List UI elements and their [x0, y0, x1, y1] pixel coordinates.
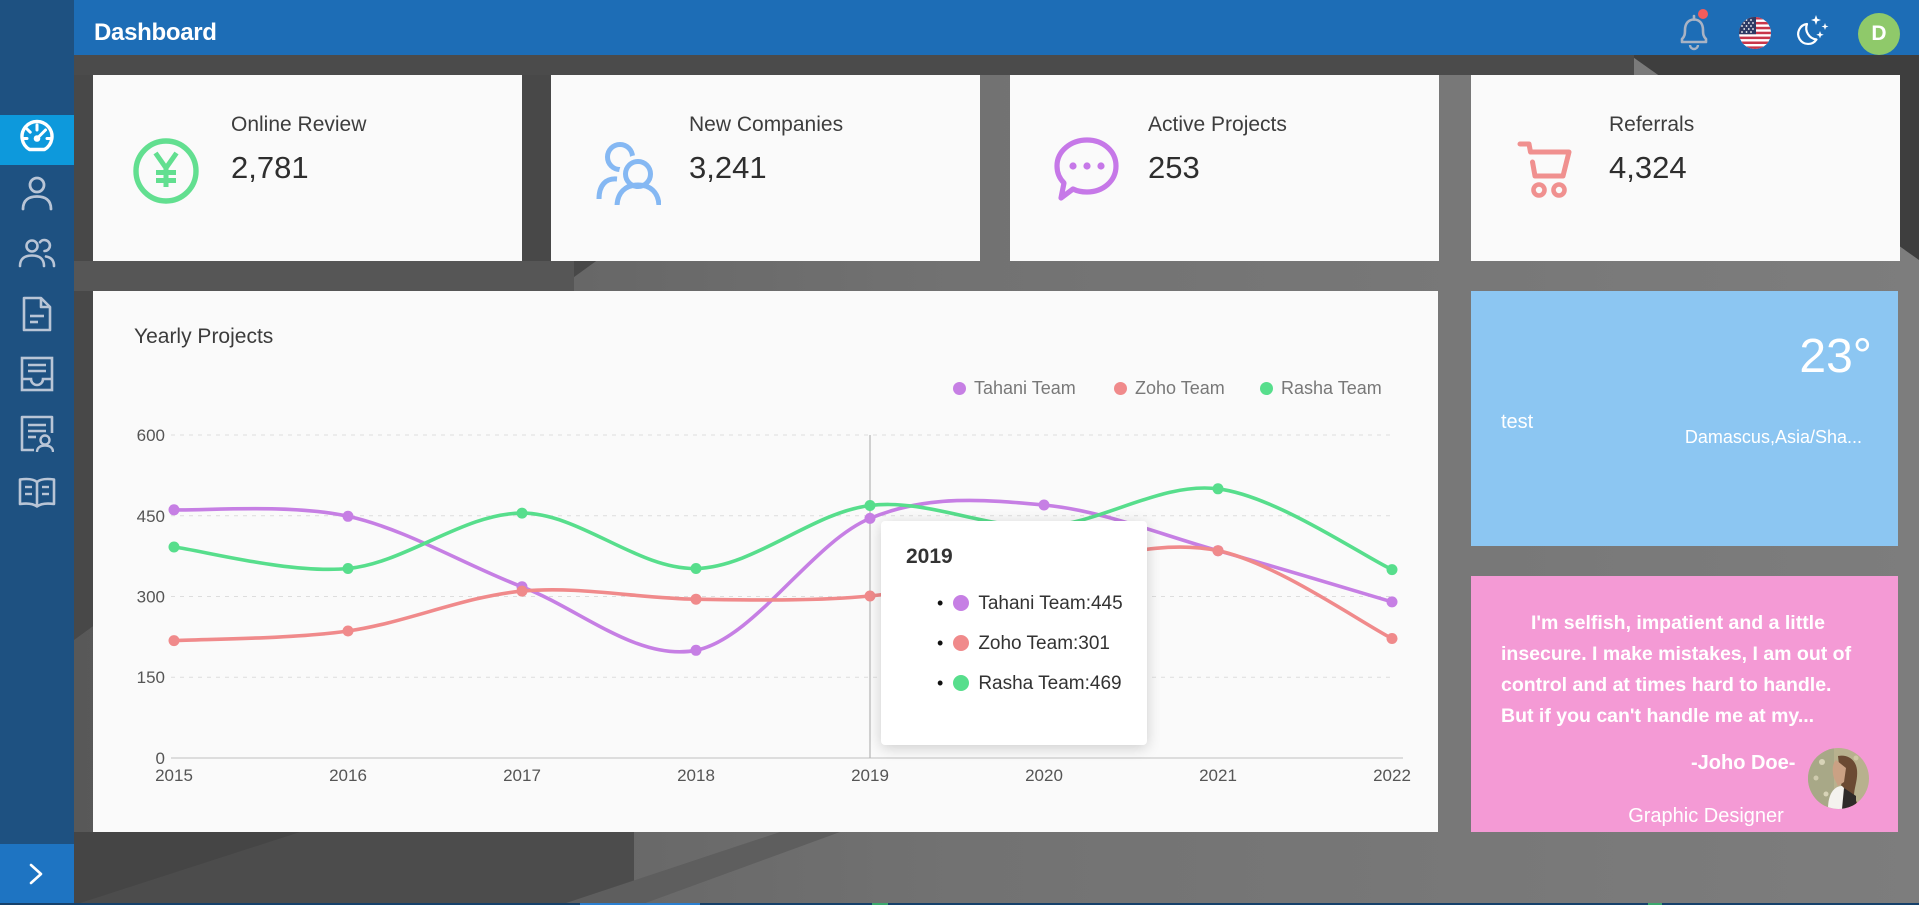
svg-text:2018: 2018 — [677, 766, 715, 785]
svg-text:2017: 2017 — [503, 766, 541, 785]
svg-text:2022: 2022 — [1373, 766, 1411, 785]
svg-text:2016: 2016 — [329, 766, 367, 785]
svg-text:2015: 2015 — [155, 766, 193, 785]
svg-text:150: 150 — [137, 668, 165, 687]
svg-text:300: 300 — [137, 588, 165, 607]
svg-text:600: 600 — [137, 426, 165, 445]
svg-text:450: 450 — [137, 507, 165, 526]
svg-text:2019: 2019 — [851, 766, 889, 785]
svg-text:0: 0 — [156, 749, 165, 768]
svg-text:2021: 2021 — [1199, 766, 1237, 785]
svg-text:2020: 2020 — [1025, 766, 1063, 785]
